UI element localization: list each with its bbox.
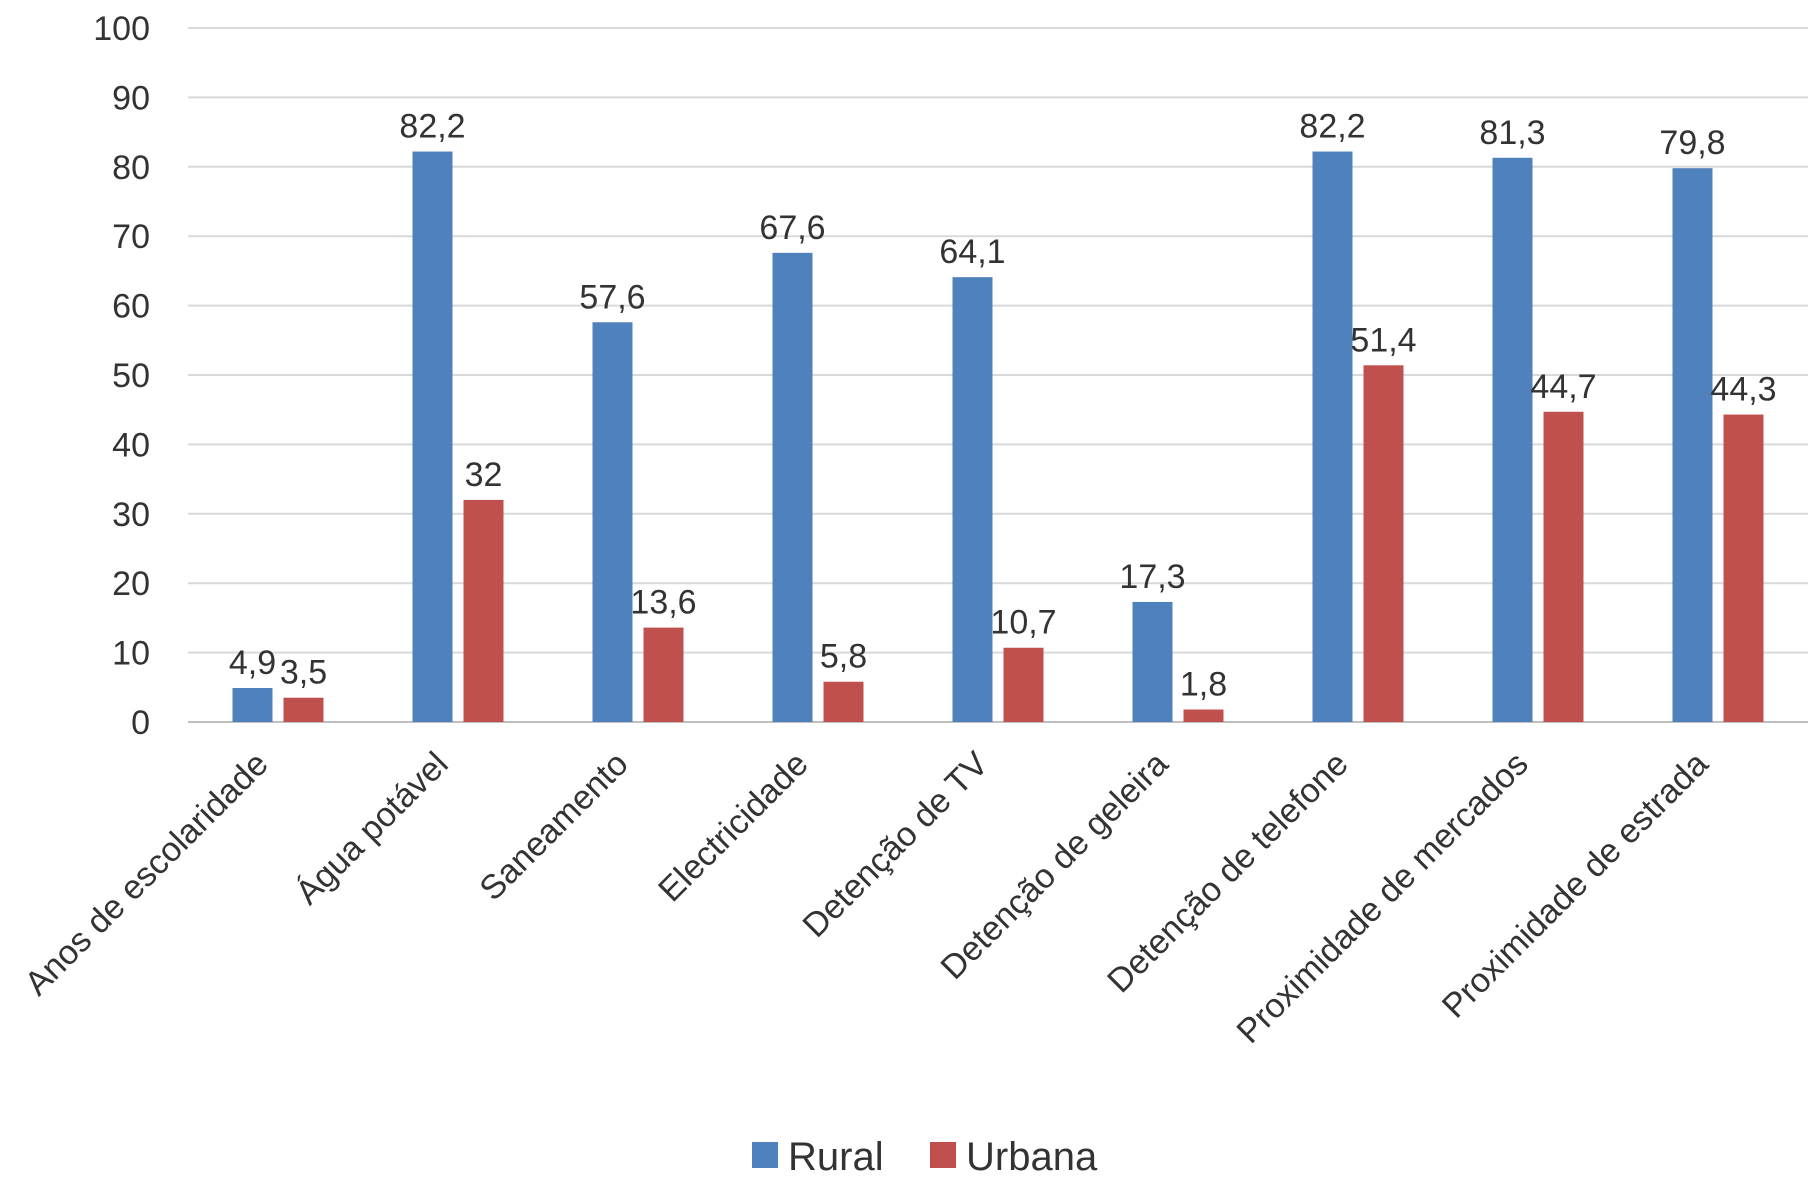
data-label: 64,1	[939, 233, 1005, 271]
legend-label: Urbana	[966, 1135, 1098, 1179]
x-tick-label: Saneamento	[472, 745, 635, 908]
data-label: 5,8	[820, 638, 867, 676]
bar-rural[interactable]	[952, 277, 993, 722]
bar-rural[interactable]	[1132, 601, 1173, 722]
bar-rural[interactable]	[232, 687, 273, 722]
bar-urbana[interactable]	[1003, 647, 1044, 722]
legend-swatch	[930, 1142, 956, 1168]
x-axis-tick-labels: Anos de escolaridade Água potável Saneamen…	[18, 745, 1716, 1051]
bar-urbana[interactable]	[1183, 709, 1224, 722]
x-tick-label: Proximidade de mercados	[1230, 745, 1536, 1051]
y-tick-label: 90	[112, 79, 150, 117]
data-label: 82,2	[1299, 108, 1365, 146]
bars	[232, 151, 1764, 723]
y-tick-label: 10	[112, 635, 150, 673]
gridlines	[188, 27, 1808, 723]
data-label: 17,3	[1119, 558, 1185, 596]
data-label: 13,6	[630, 584, 696, 622]
bar-urbana[interactable]	[1363, 365, 1404, 722]
data-label: 67,6	[759, 209, 825, 247]
legend[interactable]: Rural Urbana	[752, 1135, 1098, 1179]
x-tick-label: Detenção de TV	[795, 745, 995, 945]
data-label: 81,3	[1479, 114, 1545, 152]
data-label: 10,7	[990, 604, 1056, 642]
data-label: 3,5	[280, 654, 327, 692]
data-label: 82,2	[399, 108, 465, 146]
y-tick-label: 80	[112, 149, 150, 187]
y-tick-label: 70	[112, 218, 150, 256]
y-tick-label: 100	[93, 10, 150, 48]
bar-rural[interactable]	[1492, 157, 1533, 722]
legend-item-urbana[interactable]: Urbana	[930, 1135, 1098, 1179]
y-tick-label: 30	[112, 496, 150, 534]
legend-swatch	[752, 1142, 778, 1168]
data-label: 1,8	[1180, 666, 1227, 704]
x-tick-label: Electricidade	[651, 745, 816, 910]
bar-rural[interactable]	[592, 322, 633, 722]
data-label: 44,7	[1530, 368, 1596, 406]
bar-urbana[interactable]	[283, 697, 324, 722]
data-label: 44,3	[1710, 371, 1776, 409]
y-tick-label: 40	[112, 426, 150, 464]
bar-rural[interactable]	[1672, 168, 1713, 723]
data-label: 32	[465, 456, 503, 494]
data-label: 51,4	[1350, 321, 1416, 359]
bar-rural[interactable]	[1312, 151, 1353, 723]
data-label: 4,9	[229, 644, 276, 682]
bar-urbana[interactable]	[463, 499, 504, 722]
bar-urbana[interactable]	[823, 681, 864, 722]
y-tick-label: 0	[131, 704, 150, 742]
bar-rural[interactable]	[412, 151, 453, 723]
y-tick-label: 20	[112, 565, 150, 603]
legend-label: Rural	[788, 1135, 884, 1179]
bar-urbana[interactable]	[643, 627, 684, 722]
bar-urbana[interactable]	[1543, 411, 1584, 722]
bar-urbana[interactable]	[1723, 414, 1764, 722]
y-tick-label: 60	[112, 288, 150, 326]
data-labels: 4,9 3,5 82,2 32 57,6 13,6 67,6 5,8 64,1 10,7 17,3 1…	[229, 108, 1777, 704]
y-tick-label: 50	[112, 357, 150, 395]
bar-rural[interactable]	[772, 252, 813, 722]
x-tick-label: Anos de escolaridade	[18, 745, 276, 1003]
data-label: 57,6	[579, 278, 645, 316]
y-axis-tick-labels: 0 10 20 30 40 50 60 70 80 90 100	[93, 10, 150, 742]
legend-item-rural[interactable]: Rural	[752, 1135, 884, 1179]
data-label: 79,8	[1659, 124, 1725, 162]
x-tick-label: Água potável	[288, 745, 455, 912]
